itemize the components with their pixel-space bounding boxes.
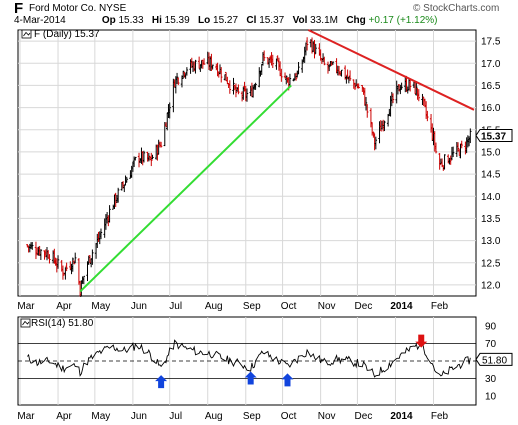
rsi-x-tick-label: Sep [243,411,261,422]
legend-swatch-icon [21,29,32,39]
rsi-series-line [27,339,471,378]
rsi-x-tick-label: Dec [355,411,373,422]
low-label: Lo [198,15,211,26]
price-y-tick-label: 14.5 [481,170,501,181]
sell-arrow-icon [415,334,428,348]
change-label: Chg [346,15,366,26]
buy-arrow-icon [244,371,257,385]
price-x-tick-label: Mar [17,301,35,312]
price-x-axis: Apr May Jun Jul Aug Sep Oct Nov Dec 2014 Feb Mar [17,301,448,312]
price-x-tick-label: Apr [56,301,72,312]
price-y-tick-label: 16.5 [481,81,501,92]
rsi-last-marker: 51.80 [475,352,513,366]
buy-arrow-icon [155,375,168,389]
price-y-tick-label: 12.0 [481,280,501,291]
rsi-x-tick-label: Apr [56,411,72,422]
price-x-tick-label: Jul [169,301,182,312]
price-y-tick-label: 13.0 [481,236,501,247]
rsi-last-tag [475,352,513,366]
open-label: Op [101,15,116,26]
quote-date: 4-Mar-2014 [14,15,66,26]
open-value: 15.33 [118,15,144,26]
price-y-tick-label: 16.0 [481,103,501,114]
price-x-tick-label: May [91,301,110,312]
rsi-legend-line-icon [22,320,30,326]
price-grid [18,30,476,296]
support-trendline [79,84,292,293]
low-value: 15.27 [213,15,239,26]
price-x-tick-label: Feb [431,301,449,312]
rsi-reference-lines [18,317,476,405]
rsi-y-tick-label: 30 [485,374,497,385]
price-y-tick-label: 12.5 [481,258,501,269]
rsi-legend-label: RSI(14) 51.80 [31,318,94,329]
volume-label: Vol [292,15,308,26]
legend-line-icon [23,31,31,37]
brand-watermark: © StockCharts.com [413,3,499,14]
rsi-x-tick-label: Nov [318,411,336,422]
price-y-tick-label: 17.5 [481,37,501,48]
rsi-x-tick-label: Jun [131,411,147,422]
buy-arrow-icon [281,373,294,387]
rsi-x-tick-label: Oct [281,411,297,422]
price-bars [26,37,472,297]
high-value: 15.39 [164,15,190,26]
rsi-x-tick-label: May [91,411,110,422]
quote-line: 4-Mar-2014 Op 15.33 Hi 15.39 Lo 15.27 Cl… [14,15,437,26]
rsi-y-tick-label: 10 [485,392,497,403]
close-label: Cl [246,15,257,26]
trendlines [79,29,475,293]
price-legend: F (Daily) 15.37 [21,29,100,40]
price-y-tick-label: 17.0 [481,59,501,70]
price-y-axis: 12.012.513.013.514.014.515.015.516.016.5… [481,37,501,292]
last-price-tag [475,129,513,143]
price-y-tick-label: 13.5 [481,214,501,225]
rsi-x-tick-label: Feb [431,411,449,422]
price-x-tick-label: 2014 [390,301,413,312]
rsi-last-label: 51.80 [482,355,507,366]
rsi-legend: RSI(14) 51.80 [20,318,94,329]
price-x-tick-label: Jun [131,301,147,312]
price-panel-frame [17,29,477,297]
last-price-label: 15.37 [481,132,506,143]
price-x-tick-label: Oct [281,301,297,312]
volume-value: 33.1M [310,15,338,26]
price-x-tick-label: Aug [205,301,223,312]
rsi-signal-arrows [155,334,428,389]
company-name: Ford Motor Co. NYSE [29,3,127,14]
price-x-tick-label: Sep [243,301,261,312]
rsi-y-tick-label: 90 [485,321,497,332]
rsi-line [27,339,471,378]
brand-name: StockCharts.com [423,3,500,14]
price-y-tick-label: 15.0 [481,147,501,158]
price-legend-label: F (Daily) 15.37 [34,29,100,40]
rsi-y-tick-label: 70 [485,339,497,350]
rsi-x-axis: Apr May Jun Jul Aug Sep Oct Nov Dec 2014 Feb Mar [17,411,448,422]
rsi-x-tick-label: 2014 [390,411,413,422]
copyright-sign: © [413,3,424,14]
rsi-panel-frame [17,316,477,406]
close-value: 15.37 [259,15,285,26]
resistance-trendline [307,29,475,111]
last-price-marker: 15.37 [475,129,513,143]
rsi-x-tick-label: Mar [17,411,35,422]
rsi-legend-swatch-icon [20,318,31,328]
price-x-tick-label: Dec [355,301,373,312]
high-label: Hi [151,15,162,26]
change-value: +0.17 (+1.12%) [368,15,438,26]
price-x-tick-label: Nov [318,301,336,312]
rsi-x-tick-label: Jul [169,411,182,422]
ticker-symbol: F [14,0,24,17]
price-y-tick-label: 14.0 [481,192,501,203]
rsi-x-tick-label: Aug [205,411,223,422]
